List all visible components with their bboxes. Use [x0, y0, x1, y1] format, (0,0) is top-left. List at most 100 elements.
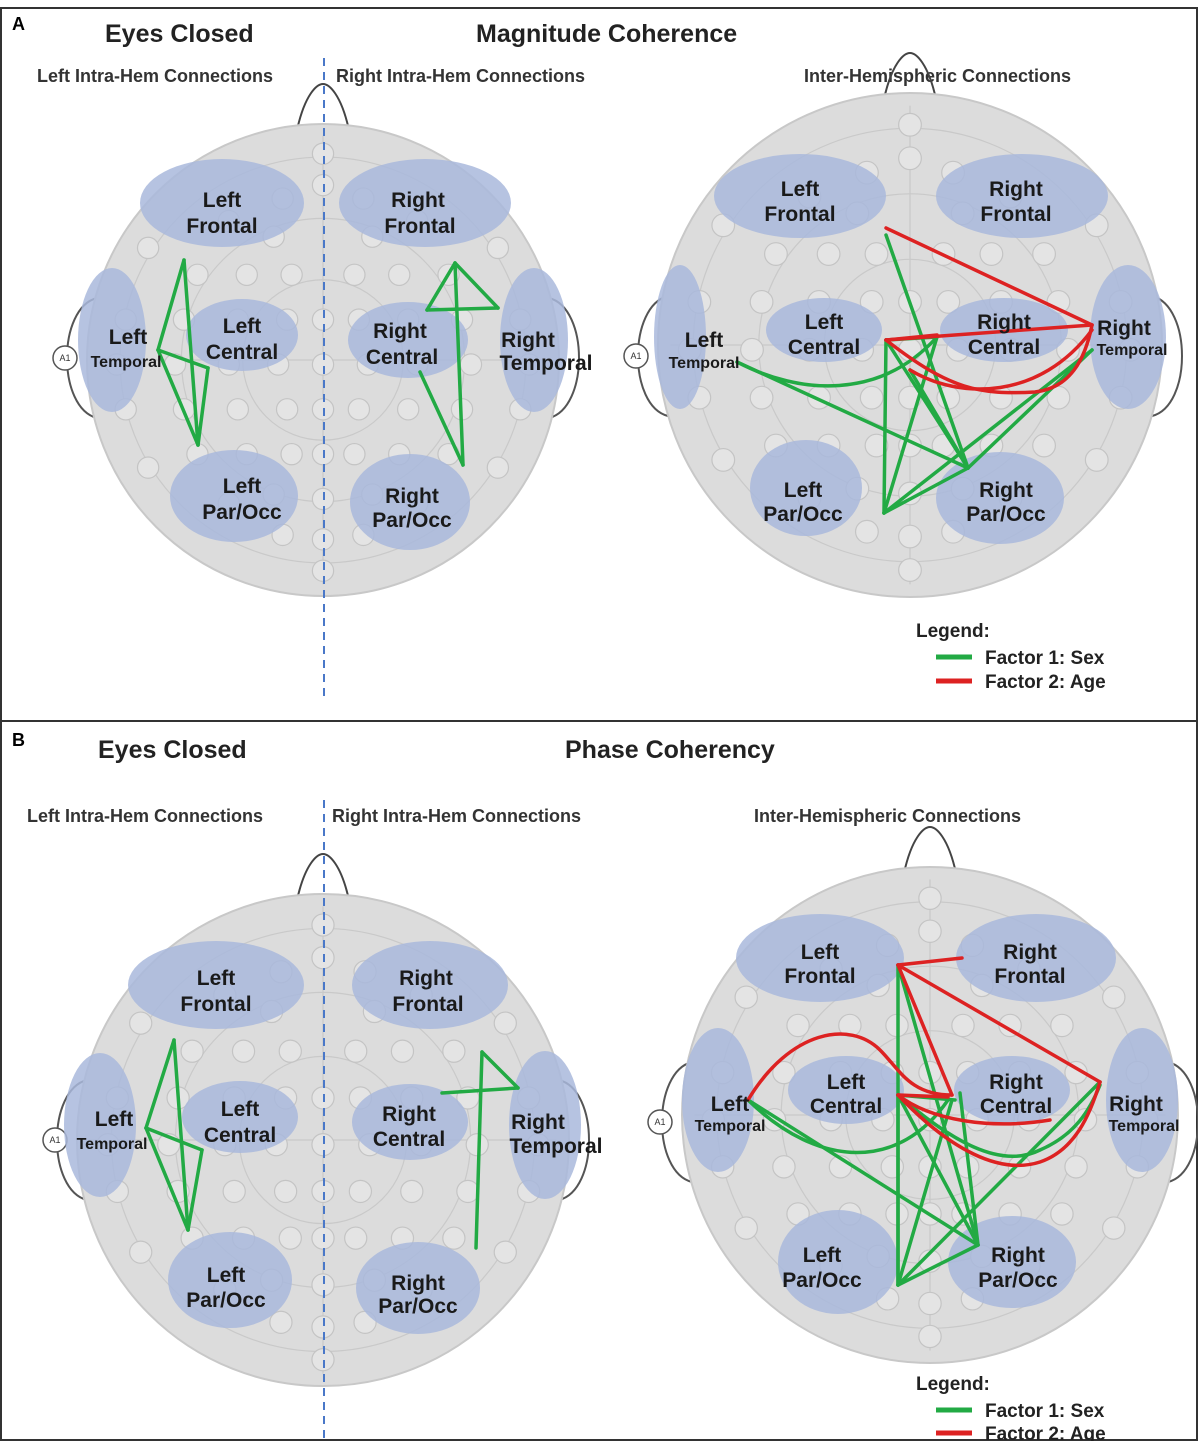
b-intra-electrode — [442, 1039, 466, 1063]
a-inter-electrode — [898, 112, 922, 137]
a-intra-region-label-right-parocc-0: Right — [385, 485, 439, 508]
a-intra-electrode — [459, 353, 483, 376]
a-inter-connection-age — [908, 328, 1094, 391]
b-intra-electrode — [493, 1240, 517, 1264]
b-inter-connection-sex — [896, 1083, 1102, 1159]
b-intra-region-left-frontal — [128, 941, 304, 1029]
b-intra-region-left-central — [182, 1081, 298, 1153]
b-intra-connection-sex — [144, 1126, 190, 1232]
b-inter-region-label-right-temporal-0: Right — [1109, 1093, 1163, 1116]
a-intra-electrode — [136, 236, 160, 260]
a-intra-electrode — [486, 456, 510, 479]
a-inter-electrode — [1032, 433, 1057, 458]
a-intra-region-right-parocc — [350, 454, 470, 550]
b-inter-electrode — [772, 1060, 796, 1085]
b-inter-region-label-left-central-0: Left — [827, 1071, 866, 1094]
b-intra-electrode — [348, 1179, 373, 1204]
b-intra-region-label-right-parocc-1: Par/Occ — [378, 1295, 458, 1318]
b-intra-region-label-left-frontal-0: Left — [197, 967, 236, 990]
a-inter-region-label-left-frontal-1: Frontal — [764, 203, 835, 226]
b-intra-electrode — [493, 1011, 517, 1035]
a-inter-right-ear — [1151, 295, 1183, 417]
a-inter-electrode — [864, 433, 889, 458]
b-intra-electrode — [278, 1226, 302, 1250]
b-intra-region-label-left-central-1: Central — [204, 1124, 276, 1147]
b-inter-electrode — [734, 1216, 758, 1240]
a-inter-electrode — [979, 242, 1004, 266]
a-intra-region-label-left-central-0: Left — [223, 315, 262, 338]
b-intra-electrode — [222, 1179, 246, 1204]
b-inter-connection-sex — [958, 1091, 980, 1247]
b-inter-electrode — [918, 886, 942, 911]
a-inter-region-label-right-central-1: Central — [968, 336, 1040, 359]
a-intra-electrode — [280, 442, 303, 466]
a-inter-region-label-right-central-0: Right — [977, 311, 1031, 334]
a-intra-region-label-left-frontal-1: Frontal — [186, 215, 257, 238]
a-intra-electrode — [343, 263, 366, 287]
a-inter-electrode — [864, 242, 889, 266]
b-inter-electrode — [951, 1013, 975, 1038]
a-inter-electrode — [1056, 337, 1080, 362]
a-inter-electrode — [749, 289, 774, 314]
b-inter-connection-age — [896, 956, 964, 967]
a-inter-region-label-left-temporal-1: Temporal — [669, 355, 740, 372]
panel-b-letter: B — [12, 730, 25, 750]
b-intra-region-label-left-temporal-1: Temporal — [77, 1136, 148, 1153]
b-inter-connection-sex — [746, 1098, 980, 1247]
head-map-b-intra: A1LeftFrontalRightFrontalLeftTemporalRig… — [42, 852, 602, 1387]
b-inter-region-label-left-central-1: Central — [810, 1095, 882, 1118]
panel-a-measure: Magnitude Coherence — [476, 20, 737, 48]
a-intra-region-label-right-parocc-1: Par/Occ — [372, 509, 452, 532]
b-inter-electrode — [838, 1013, 862, 1038]
b-intra-region-label-right-frontal-1: Frontal — [392, 993, 463, 1016]
a-intra-region-right-central — [348, 302, 468, 378]
a-intra-electrode — [388, 263, 411, 287]
a-inter-region-label-left-temporal-0: Left — [685, 329, 724, 352]
panel-a-left-intra-label: Left Intra-Hem Connections — [37, 66, 273, 86]
b-intra-region-label-right-frontal-0: Right — [399, 967, 453, 990]
b-intra-electrode — [129, 1240, 153, 1264]
b-inter-region-left-temporal — [682, 1028, 754, 1172]
b-inter-region-right-parocc — [948, 1216, 1076, 1308]
b-intra-region-label-left-temporal-0: Left — [95, 1108, 134, 1131]
b-inter-electrode — [1050, 1202, 1074, 1226]
b-intra-region-right-frontal — [352, 941, 508, 1029]
a-intra-electrode — [226, 398, 250, 421]
b-intra-electrode — [269, 1310, 293, 1334]
b-inter-region-left-central — [788, 1056, 904, 1124]
panel-b-left-intra-label: Left Intra-Hem Connections — [27, 806, 263, 826]
b-inter-right-ear — [1167, 1061, 1198, 1183]
b-inter-connection-age — [746, 1032, 954, 1102]
b-inter-connection-age — [896, 1093, 1052, 1126]
b-inter-region-label-right-parocc-0: Right — [991, 1244, 1045, 1267]
b-intra-connection-sex — [144, 1126, 204, 1152]
a-inter-electrode — [816, 242, 841, 266]
b-inter-region-label-left-parocc-0: Left — [803, 1244, 842, 1267]
a-inter-connection-sex — [882, 466, 970, 515]
b-inter-electrode — [918, 1291, 942, 1316]
b-inter-region-label-right-frontal-1: Frontal — [994, 965, 1065, 988]
b-inter-region-label-right-temporal-1: Temporal — [1109, 1118, 1180, 1135]
panel-a-legend: Legend: Factor 1: Sex Factor 2: Age — [916, 621, 1106, 693]
a-intra-electrode — [186, 263, 209, 287]
a-inter-nose-outline — [883, 51, 937, 100]
a-intra-connection-sex — [156, 348, 200, 447]
a-inter-region-label-right-temporal-0: Right — [1097, 317, 1151, 340]
b-inter-connection-sex — [896, 1080, 1102, 1287]
b-inter-connection-age — [896, 963, 1102, 1084]
b-inter-region-label-left-frontal-0: Left — [801, 941, 840, 964]
panel-b-measure: Phase Coherency — [565, 736, 775, 764]
a-intra-connection-sex — [453, 261, 500, 310]
panel-b-right-intra-label: Right Intra-Hem Connections — [332, 806, 581, 826]
panel-a-legend-sex-label: Factor 1: Sex — [985, 648, 1105, 669]
a-intra-connection-sex — [418, 370, 465, 467]
b-inter-region-label-right-central-0: Right — [989, 1071, 1043, 1094]
b-intra-region-left-parocc — [168, 1232, 292, 1328]
panel-a-condition: Eyes Closed — [105, 20, 254, 48]
a-inter-connection-sex — [882, 348, 1094, 515]
a-inter-electrode — [859, 385, 884, 410]
b-intra-region-label-left-central-0: Left — [221, 1098, 260, 1121]
a-inter-region-label-left-parocc-1: Par/Occ — [763, 503, 843, 526]
a-inter-region-right-frontal — [936, 154, 1108, 238]
a-intra-connection-sex — [156, 258, 186, 352]
